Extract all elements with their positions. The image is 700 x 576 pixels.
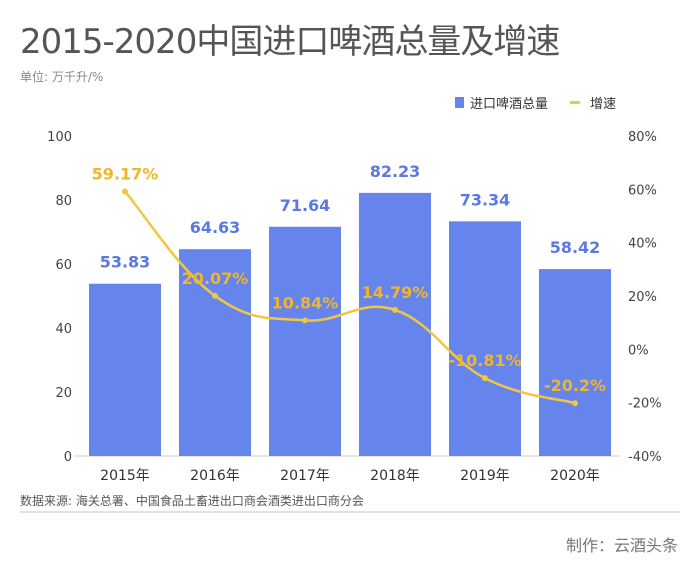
- legend-line-label: 增速: [590, 97, 616, 112]
- growth-label: -20.2%: [544, 376, 606, 395]
- y-right-tick-label: 80%: [628, 130, 657, 145]
- growth-label: 20.07%: [182, 269, 249, 288]
- y-right-tick-label: 20%: [628, 290, 657, 305]
- x-tick-label: 2016年: [190, 468, 240, 484]
- x-tick-label: 2015年: [100, 468, 150, 484]
- growth-point: [122, 188, 128, 195]
- bar: [89, 283, 161, 456]
- legend-line-swatch: [570, 101, 580, 104]
- x-tick-label: 2018年: [370, 468, 420, 484]
- y-left-tick-label: 60: [55, 258, 72, 273]
- y-right-tick-label: 40%: [628, 237, 657, 252]
- growth-point: [212, 292, 218, 299]
- chart-title: 2015-2020中国进口啤酒总量及增速: [20, 22, 560, 62]
- y-left-tick-label: 20: [55, 386, 72, 401]
- bar-label: 71.64: [280, 196, 331, 215]
- data-source: 数据来源: 海关总署、中国食品土畜进出口商会酒类进出口商分会: [20, 494, 364, 508]
- unit-label: 单位: 万千升/%: [20, 70, 104, 84]
- growth-line: [124, 190, 576, 405]
- growth-point: [392, 306, 398, 313]
- bar-label: 58.42: [550, 238, 601, 257]
- y-right-tick-label: 60%: [628, 183, 657, 198]
- growth-label: 14.79%: [362, 283, 429, 302]
- bar-label: 53.83: [100, 253, 151, 272]
- y-right-tick-label: -20%: [628, 397, 662, 412]
- bar-label: 82.23: [370, 162, 421, 181]
- bar: [179, 249, 251, 456]
- bar: [269, 226, 341, 456]
- growth-label: 10.84%: [272, 293, 339, 312]
- y-left-tick-label: 40: [55, 322, 72, 337]
- bar: [359, 192, 431, 456]
- y-left-tick-label: 100: [47, 130, 72, 145]
- y-right-tick-label: -40%: [628, 450, 662, 465]
- growth-point: [302, 317, 308, 324]
- x-tick-label: 2020年: [550, 468, 600, 484]
- legend-bar-swatch: [455, 97, 464, 108]
- x-tick-label: 2019年: [460, 468, 510, 484]
- growth-point: [572, 400, 578, 407]
- growth-point: [482, 375, 488, 382]
- bar: [449, 221, 521, 456]
- y-right-tick-label: 0%: [628, 343, 649, 358]
- credit: 制作：云酒头条: [565, 536, 678, 555]
- divider: [20, 511, 680, 513]
- y-left-tick-label: 80: [55, 194, 72, 209]
- bar: [539, 269, 611, 456]
- bar-label: 73.34: [460, 190, 511, 209]
- bar-label: 64.63: [190, 218, 241, 237]
- growth-label: -10.81%: [448, 351, 521, 370]
- legend-bar-label: 进口啤酒总量: [470, 97, 548, 112]
- x-tick-label: 2017年: [280, 468, 330, 484]
- y-left-tick-label: 0: [64, 450, 72, 465]
- growth-label: 59.17%: [92, 165, 159, 184]
